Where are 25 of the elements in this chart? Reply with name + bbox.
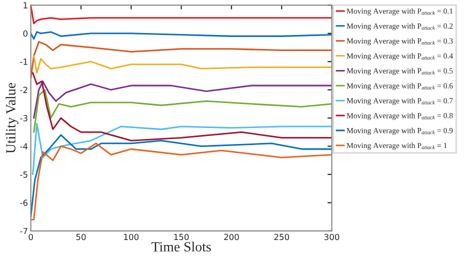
y-tick-label: -6 xyxy=(20,200,28,206)
y-tick-label: -4 xyxy=(20,143,28,150)
line-series xyxy=(30,31,332,40)
x-tick-label: 250 xyxy=(274,234,290,240)
y-tick-label: -7 xyxy=(20,228,28,234)
y-tick-label: 0 xyxy=(23,30,28,37)
x-axis-title: Time Slots xyxy=(152,242,211,252)
y-tick-label: 1 xyxy=(24,2,28,8)
y-tick-label: -5 xyxy=(20,172,28,178)
line-series xyxy=(33,55,332,74)
line-series xyxy=(32,72,332,142)
y-tick-label: -2 xyxy=(20,86,28,93)
x-tick-label: 50 xyxy=(76,234,86,240)
x-tick-label: 300 xyxy=(324,234,340,240)
x-tick-label: 200 xyxy=(224,234,239,240)
y-tick-label: -3 xyxy=(20,115,28,122)
y-axis-title: Utility Value xyxy=(6,82,18,154)
line-series xyxy=(32,122,332,176)
y-tick-label: -1 xyxy=(20,58,28,65)
x-tick-label: 0 xyxy=(28,234,33,240)
line-series xyxy=(33,80,332,119)
line-series xyxy=(30,41,332,80)
x-tick-label: 150 xyxy=(174,234,189,240)
line-series xyxy=(33,89,332,133)
x-tick-label: 100 xyxy=(124,234,139,240)
